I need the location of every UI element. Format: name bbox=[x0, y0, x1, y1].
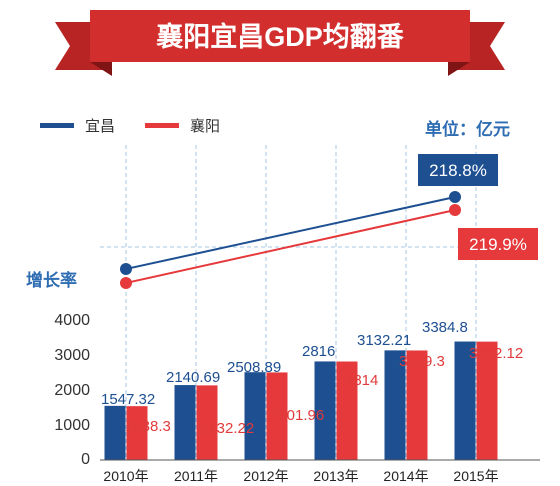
chart-title: 襄阳宜昌GDP均翻番 bbox=[155, 21, 405, 52]
y-tick-1000: 1000 bbox=[54, 417, 90, 434]
bar-yichang-2011 bbox=[174, 385, 196, 460]
y-axis: 0 1000 2000 3000 4000 bbox=[54, 312, 90, 468]
value-label-xiangyang-2015: 3382.12 bbox=[469, 345, 523, 362]
bar-xiangyang-2010 bbox=[126, 406, 148, 460]
x-tick-2010: 2010年 bbox=[103, 468, 148, 484]
bar-yichang-2010 bbox=[104, 405, 126, 460]
value-label-xiangyang-2012: 2501.96 bbox=[270, 407, 324, 424]
legend-label-xiangyang: 襄阳 bbox=[190, 118, 220, 135]
growth-badge-xiangyang-box bbox=[458, 228, 538, 260]
growth-badge-yichang-text: 218.8% bbox=[429, 161, 487, 180]
legend: 宜昌 襄阳 bbox=[40, 118, 220, 135]
value-label-xiangyang-2014: 3129.3 bbox=[399, 353, 445, 370]
growth-line-yichang bbox=[125, 196, 456, 270]
x-axis: 2010年 2011年 2012年 2013年 2014年 2015年 bbox=[103, 468, 498, 484]
bar-xiangyang-2015 bbox=[476, 341, 498, 460]
growth-line-xiangyang bbox=[125, 209, 456, 284]
grid bbox=[100, 145, 540, 460]
growth-badge-yichang: 218.8% bbox=[418, 154, 498, 186]
growth-point-xiangyang-start bbox=[120, 277, 132, 289]
legend-label-yichang: 宜昌 bbox=[85, 118, 115, 135]
value-label-xiangyang-2011: 2132.22 bbox=[200, 420, 254, 437]
growth-point-yichang-end bbox=[449, 191, 461, 203]
title-banner: 襄阳宜昌GDP均翻番 bbox=[55, 10, 505, 76]
bar-yichang-2015 bbox=[454, 341, 476, 460]
value-labels: 1547.32 2140.69 2508.89 2816 3132.21 338… bbox=[101, 319, 523, 437]
x-tick-2014: 2014年 bbox=[383, 468, 428, 484]
growth-point-xiangyang-end bbox=[449, 204, 461, 216]
bar-yichang-2014 bbox=[384, 350, 406, 460]
bar-yichang-2013 bbox=[314, 361, 336, 460]
bar-yichang-2012 bbox=[244, 372, 266, 460]
bar-xiangyang-2012 bbox=[266, 372, 288, 460]
growth-rate-label: 增长率 bbox=[26, 270, 77, 290]
value-label-yichang-2013: 2816 bbox=[302, 343, 335, 360]
value-label-xiangyang-2013: 2814 bbox=[345, 372, 378, 389]
growth-point-yichang-start bbox=[120, 263, 132, 275]
x-tick-2013: 2013年 bbox=[313, 468, 358, 484]
value-label-yichang-2011: 2140.69 bbox=[166, 369, 220, 386]
value-label-yichang-2010: 1547.32 bbox=[101, 391, 155, 408]
y-tick-2000: 2000 bbox=[54, 382, 90, 399]
x-tick-2012: 2012年 bbox=[243, 468, 288, 484]
bar-xiangyang-2011 bbox=[196, 385, 218, 460]
unit-label: 单位：亿元 bbox=[425, 119, 510, 139]
bars bbox=[104, 341, 498, 460]
legend-swatch-yichang bbox=[40, 123, 74, 128]
bar-xiangyang-2014 bbox=[406, 350, 428, 460]
banner-left-fold bbox=[90, 62, 112, 76]
y-tick-3000: 3000 bbox=[54, 347, 90, 364]
growth-badge-xiangyang-text: 219.9% bbox=[469, 235, 527, 254]
growth-lines bbox=[120, 191, 461, 289]
value-label-xiangyang-2010: 1538.3 bbox=[125, 418, 171, 435]
growth-badge-yichang-box bbox=[418, 154, 498, 186]
bar-xiangyang-2013 bbox=[336, 361, 358, 460]
banner-body bbox=[90, 10, 470, 62]
y-tick-0: 0 bbox=[81, 451, 90, 468]
value-label-yichang-2014: 3132.21 bbox=[357, 332, 411, 349]
x-tick-2011: 2011年 bbox=[174, 468, 218, 484]
legend-swatch-xiangyang bbox=[145, 123, 179, 128]
value-label-yichang-2012: 2508.89 bbox=[227, 359, 281, 376]
y-tick-4000: 4000 bbox=[54, 312, 90, 329]
value-label-yichang-2015: 3384.8 bbox=[422, 319, 468, 336]
banner-right-fold bbox=[448, 62, 470, 76]
growth-badge-xiangyang: 219.9% bbox=[458, 228, 538, 260]
x-tick-2015: 2015年 bbox=[453, 468, 498, 484]
